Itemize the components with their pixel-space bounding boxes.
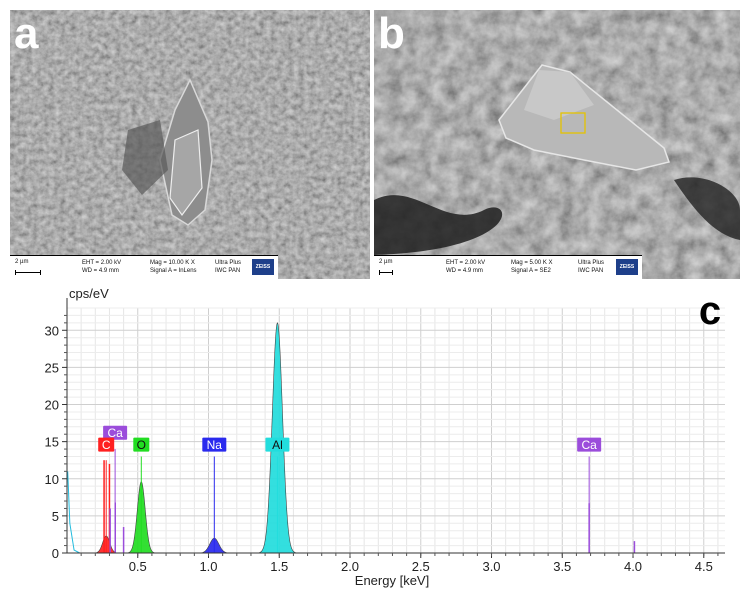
chart-grid [67, 307, 725, 553]
x-tick-label: 1.5 [270, 559, 288, 574]
sem-infobar-a: 2 µm EHT = 2.00 kV WD = 4.9 mm Mag = 10.… [10, 255, 278, 279]
x-tick-label: 4.5 [695, 559, 713, 574]
y-tick-label: 20 [45, 398, 59, 413]
x-tick-label: 2.5 [412, 559, 430, 574]
signal-text: Signal A = InLens [150, 268, 197, 274]
sem-image-a: a 2 µm EHT = 2.00 kV WD = 4.9 mm Mag = 1… [10, 10, 370, 279]
eht-text: EHT = 2.00 kV [446, 260, 486, 266]
y-tick-label: 5 [52, 509, 59, 524]
eht-text: EHT = 2.00 kV [82, 260, 122, 266]
x-tick-label: 2.0 [341, 559, 359, 574]
sem-image-b: b 2 µm EHT = 2.00 kV WD = 4.9 mm Mag = 5… [374, 10, 740, 279]
wd-text: WD = 4.9 mm [82, 268, 119, 274]
analysis-area-box [560, 112, 586, 134]
zeiss-logo: ZEISS [252, 259, 274, 275]
instrument-text: Ultra Plus [215, 260, 242, 266]
wd-text: WD = 4.9 mm [446, 268, 483, 274]
lab-text: IWC PAN [215, 268, 241, 274]
panel-letter-a: a [14, 10, 39, 58]
y-tick-label: 25 [45, 360, 59, 375]
mag-text: Mag = 5.00 K X [511, 260, 553, 266]
sem-texture-a [10, 10, 370, 279]
scale-bar: 2 µm [379, 258, 413, 275]
chart-marker-lines [103, 449, 636, 553]
x-tick-label: 3.0 [482, 559, 500, 574]
element-label-text: C [102, 438, 111, 452]
element-label-ca: Ca [577, 437, 602, 452]
y-tick-label: 30 [45, 323, 59, 338]
zeiss-logo: ZEISS [616, 259, 638, 275]
y-tick-label: 10 [45, 472, 59, 487]
x-tick-label: 0.5 [129, 559, 147, 574]
element-label-c: C [98, 437, 115, 452]
element-label-text: Al [272, 438, 283, 452]
instrument-text: Ultra Plus [578, 260, 605, 266]
signal-text: Signal A = SE2 [511, 268, 551, 274]
element-label-al: Al [265, 437, 290, 452]
panel-letter-c: c [699, 289, 721, 333]
sem-infobar-b: 2 µm EHT = 2.00 kV WD = 4.9 mm Mag = 5.0… [374, 255, 642, 279]
y-tick-label: 0 [52, 546, 59, 561]
panel-letter-b: b [378, 10, 405, 58]
x-tick-label: 3.5 [553, 559, 571, 574]
chart-axes: 0 5 10 15 20 25 30 0.5 1.0 1.5 2.0 2.5 3.0 3.5 4.0 4.5 [45, 298, 725, 574]
x-axis-label: Energy [keV] [355, 573, 429, 588]
sem-texture-b [374, 10, 740, 279]
element-label-text: Na [207, 438, 223, 452]
x-tick-label: 1.0 [199, 559, 217, 574]
element-label-text: Ca [107, 426, 123, 440]
chart-element-labels: CaC O Na Al Ca [98, 425, 602, 452]
y-axis-label: cps/eV [69, 286, 109, 301]
y-tick-label: 15 [45, 435, 59, 450]
mag-text: Mag = 10.00 K X [150, 260, 195, 266]
element-label-o: O [133, 437, 150, 452]
scale-bar: 2 µm [15, 258, 49, 275]
x-tick-label: 4.0 [624, 559, 642, 574]
element-label-text: O [137, 438, 146, 452]
element-label-na: Na [202, 437, 227, 452]
element-label-text: Ca [581, 438, 597, 452]
lab-text: IWC PAN [578, 268, 604, 274]
element-label-ca: Ca [103, 425, 128, 440]
noise-peak [67, 471, 80, 554]
